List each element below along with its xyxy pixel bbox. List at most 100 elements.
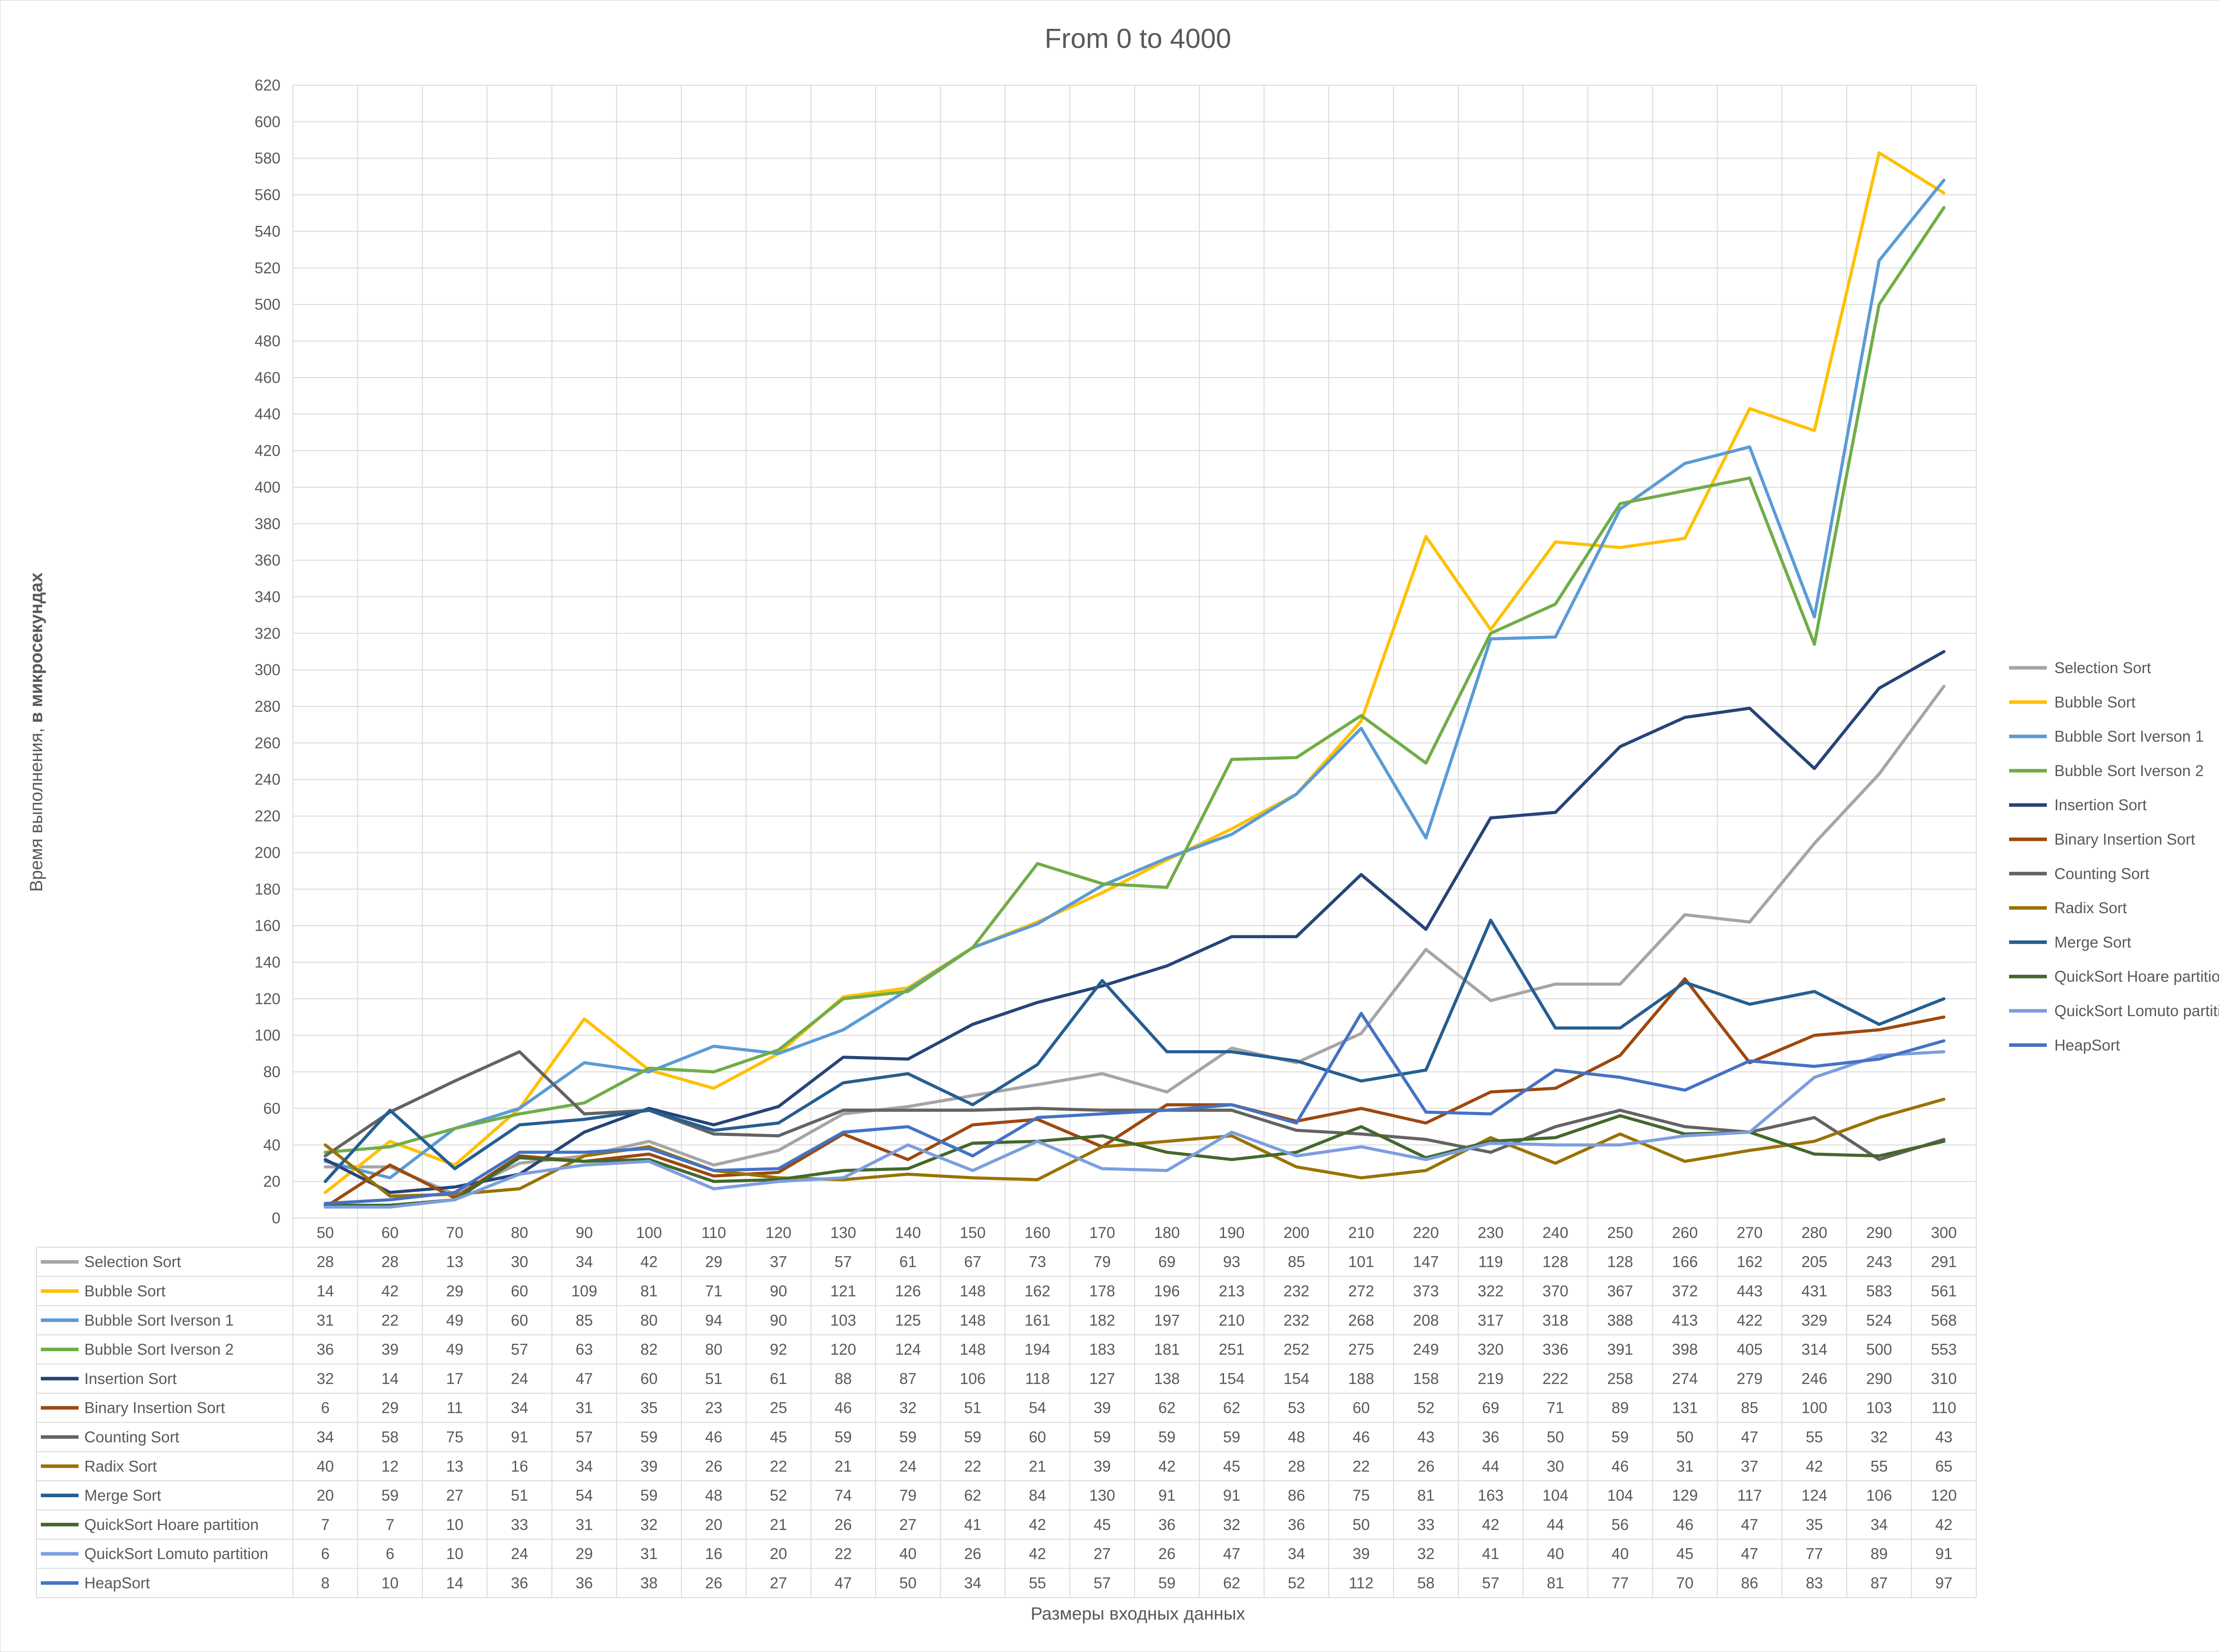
table-category-header: 300 <box>1931 1224 1957 1242</box>
y-tick-label: 520 <box>255 260 280 277</box>
table-category-header: 270 <box>1737 1224 1762 1242</box>
table-cell: 128 <box>1543 1254 1568 1271</box>
legend-entry: Selection Sort <box>2054 659 2151 677</box>
table-cell: 69 <box>1158 1254 1176 1271</box>
table-cell: 75 <box>1353 1487 1370 1504</box>
table-cell: 40 <box>899 1546 916 1563</box>
y-tick-label: 540 <box>255 223 280 240</box>
table-cell: 55 <box>1806 1429 1823 1446</box>
table-cell: 249 <box>1413 1341 1439 1358</box>
table-cell: 583 <box>1866 1283 1892 1300</box>
table-cell: 54 <box>1029 1400 1046 1417</box>
table-cell: 90 <box>770 1283 787 1300</box>
y-tick-label: 200 <box>255 844 280 861</box>
series-line-quicksort-lomuto-partition <box>324 1050 1946 1209</box>
legend-entry: Radix Sort <box>2054 899 2127 917</box>
table-row-label: Bubble Sort Iverson 2 <box>84 1341 234 1358</box>
table-cell: 50 <box>1676 1429 1694 1446</box>
table-cell: 110 <box>1931 1400 1956 1417</box>
table-cell: 26 <box>964 1546 981 1563</box>
y-tick-label: 180 <box>255 881 280 898</box>
table-cell: 34 <box>576 1254 593 1271</box>
table-cell: 43 <box>1417 1429 1435 1446</box>
table-cell: 31 <box>316 1312 334 1329</box>
y-tick-label: 480 <box>255 332 280 350</box>
table-cell: 148 <box>960 1312 986 1329</box>
table-row-label: Counting Sort <box>84 1429 179 1446</box>
table-cell: 26 <box>1158 1546 1176 1563</box>
table-cell: 14 <box>316 1283 334 1300</box>
table-cell: 42 <box>1935 1516 1953 1534</box>
table-cell: 52 <box>1417 1400 1435 1417</box>
table-cell: 28 <box>1288 1458 1305 1475</box>
legend-entry: Bubble Sort <box>2054 694 2136 711</box>
table-cell: 121 <box>830 1283 856 1300</box>
table-cell: 86 <box>1288 1487 1305 1504</box>
table-row-label: Bubble Sort Iverson 1 <box>84 1312 234 1329</box>
table-row-label: Bubble Sort <box>84 1283 166 1300</box>
table-cell: 32 <box>316 1370 334 1388</box>
series-line-counting-sort <box>324 1050 1946 1161</box>
table-cell: 73 <box>1029 1254 1046 1271</box>
legend-entry: QuickSort Lomuto partition <box>2054 1002 2219 1020</box>
table-cell: 25 <box>770 1400 787 1417</box>
table-cell: 33 <box>511 1516 528 1534</box>
table-cell: 20 <box>705 1516 723 1534</box>
table-cell: 553 <box>1931 1341 1957 1358</box>
table-cell: 38 <box>640 1575 658 1592</box>
table-cell: 48 <box>1288 1429 1305 1446</box>
table-cell: 14 <box>381 1370 399 1388</box>
table-cell: 88 <box>835 1370 852 1388</box>
table-cell: 61 <box>770 1370 787 1388</box>
table-cell: 81 <box>1547 1575 1564 1592</box>
table-row-label: HeapSort <box>84 1575 150 1592</box>
y-tick-label: 280 <box>255 698 280 715</box>
y-tick-label: 340 <box>255 588 280 606</box>
table-cell: 222 <box>1543 1370 1568 1388</box>
table-cell: 59 <box>381 1487 399 1504</box>
table-cell: 22 <box>381 1312 399 1329</box>
table-row-label: Binary Insertion Sort <box>84 1400 225 1417</box>
y-tick-label: 560 <box>255 186 280 204</box>
table-cell: 51 <box>511 1487 528 1504</box>
series-line-bubble-sort-iverson-1 <box>324 178 1946 1179</box>
table-cell: 71 <box>1547 1400 1564 1417</box>
table-cell: 89 <box>1611 1400 1629 1417</box>
table-row-label: Radix Sort <box>84 1458 157 1475</box>
table-category-header: 110 <box>701 1224 726 1242</box>
table-cell: 45 <box>770 1429 787 1446</box>
y-tick-label: 300 <box>255 662 280 679</box>
table-cell: 232 <box>1283 1312 1309 1329</box>
table-cell: 44 <box>1547 1516 1564 1534</box>
table-cell: 34 <box>511 1400 528 1417</box>
table-cell: 29 <box>446 1283 463 1300</box>
table-cell: 59 <box>835 1429 852 1446</box>
y-tick-label: 440 <box>255 406 280 423</box>
table-cell: 232 <box>1283 1283 1309 1300</box>
table-cell: 27 <box>770 1575 787 1592</box>
table-cell: 54 <box>576 1487 593 1504</box>
table-category-header: 70 <box>446 1224 463 1242</box>
table-cell: 162 <box>1737 1254 1762 1271</box>
table-cell: 85 <box>576 1312 593 1329</box>
table-cell: 33 <box>1417 1516 1435 1534</box>
table-cell: 524 <box>1866 1312 1892 1329</box>
table-cell: 82 <box>640 1341 658 1358</box>
table-cell: 69 <box>1482 1400 1499 1417</box>
table-cell: 148 <box>960 1341 986 1358</box>
table-cell: 163 <box>1478 1487 1504 1504</box>
table-cell: 21 <box>835 1458 852 1475</box>
table-cell: 34 <box>1288 1546 1305 1563</box>
table-cell: 93 <box>1223 1254 1240 1271</box>
table-cell: 52 <box>1288 1575 1305 1592</box>
table-cell: 91 <box>1223 1487 1240 1504</box>
table-category-header: 280 <box>1801 1224 1827 1242</box>
legend-entry: Insertion Sort <box>2054 796 2147 814</box>
table-cell: 318 <box>1543 1312 1568 1329</box>
table-cell: 36 <box>576 1575 593 1592</box>
table-cell: 329 <box>1801 1312 1827 1329</box>
table-cell: 210 <box>1219 1312 1244 1329</box>
table-cell: 21 <box>770 1516 787 1534</box>
table-cell: 50 <box>1353 1516 1370 1534</box>
table-cell: 103 <box>830 1312 856 1329</box>
